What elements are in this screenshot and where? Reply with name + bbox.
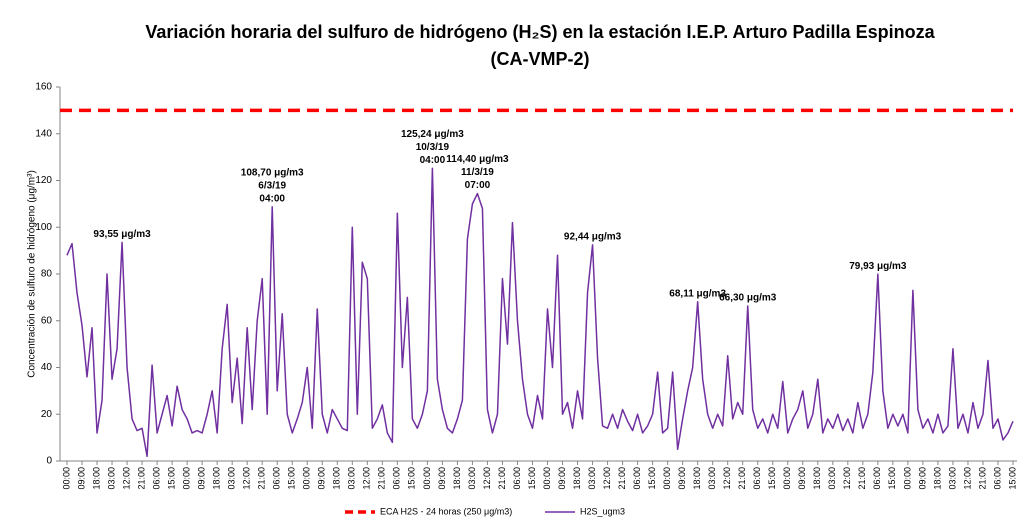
value-label: 114,40 μg/m3 [446,154,509,165]
x-tick-label: 09:00 [76,467,86,490]
x-tick-label: 09:00 [197,467,207,490]
x-tick-label: 06:00 [632,467,642,490]
x-tick-label: 06:00 [752,467,762,490]
y-tick-label: 80 [41,269,53,280]
x-tick-label: 15:00 [1007,467,1017,490]
x-tick-label: 15:00 [767,467,777,490]
value-label: 79,93 μg/m3 [849,261,907,272]
x-tick-label: 18:00 [452,467,462,490]
y-tick-label: 140 [35,128,52,139]
y-tick-label: 0 [46,456,52,467]
x-tick-label: 03:00 [347,467,357,490]
x-tick-label: 18:00 [572,467,582,490]
x-tick-label: 15:00 [527,467,537,490]
x-tick-label: 09:00 [677,467,687,490]
chart-title: Variación horaria del sulfuro de hidróge… [145,22,935,42]
x-tick-label: 03:00 [106,467,116,490]
value-label: 07:00 [465,180,491,191]
x-tick-label: 00:00 [182,467,192,490]
x-tick-label: 21:00 [857,467,867,490]
x-tick-label: 12:00 [482,467,492,490]
y-tick-label: 60 [41,315,53,326]
x-tick-label: 15:00 [647,467,657,490]
x-tick-label: 12:00 [602,467,612,490]
x-tick-label: 18:00 [812,467,822,490]
x-tick-label: 21:00 [737,467,747,490]
legend-label: ECA H2S - 24 horas (250 μg/m3) [380,506,512,516]
value-label: 04:00 [259,194,285,205]
x-tick-label: 21:00 [136,467,146,490]
x-tick-label: 18:00 [332,467,342,490]
x-tick-label: 09:00 [797,467,807,490]
value-label: 6/3/19 [258,181,286,192]
x-tick-label: 18:00 [932,467,942,490]
y-tick-label: 120 [35,175,52,186]
x-tick-label: 21:00 [617,467,627,490]
value-label: 92,44 μg/m3 [564,232,622,243]
x-tick-label: 15:00 [887,467,897,490]
legend-label: H2S_ugm3 [580,506,625,516]
x-tick-label: 09:00 [917,467,927,490]
x-tick-label: 15:00 [166,467,176,490]
y-tick-label: 160 [35,82,52,93]
x-tick-label: 03:00 [227,467,237,490]
chart-title: (CA-VMP-2) [491,49,590,69]
value-label: 66,30 μg/m3 [719,293,777,304]
x-tick-label: 12:00 [842,467,852,490]
x-tick-label: 12:00 [242,467,252,490]
x-tick-label: 00:00 [422,467,432,490]
value-label: 108,70 μg/m3 [241,168,304,179]
x-tick-label: 06:00 [872,467,882,490]
value-label: 11/3/19 [461,167,494,178]
x-tick-label: 00:00 [61,467,71,490]
x-tick-label: 03:00 [707,467,717,490]
y-tick-label: 100 [35,222,52,233]
x-tick-label: 12:00 [362,467,372,490]
x-tick-label: 00:00 [902,467,912,490]
x-tick-label: 06:00 [151,467,161,490]
value-label: 04:00 [420,155,446,166]
x-tick-label: 21:00 [977,467,987,490]
x-tick-label: 06:00 [512,467,522,490]
x-tick-label: 21:00 [497,467,507,490]
y-axis-label: Concentración de sulfuro de hidrógeno (μ… [27,170,38,378]
value-label: 10/3/19 [416,142,450,153]
x-tick-label: 18:00 [91,467,101,490]
x-tick-label: 18:00 [692,467,702,490]
x-tick-label: 09:00 [557,467,567,490]
x-tick-label: 21:00 [257,467,267,490]
x-tick-label: 03:00 [827,467,837,490]
x-tick-label: 00:00 [542,467,552,490]
x-tick-label: 03:00 [467,467,477,490]
x-tick-label: 03:00 [947,467,957,490]
x-tick-label: 03:00 [587,467,597,490]
x-tick-label: 15:00 [407,467,417,490]
x-tick-label: 21:00 [377,467,387,490]
x-tick-label: 18:00 [212,467,222,490]
x-tick-label: 06:00 [272,467,282,490]
value-label: 68,11 μg/m3 [669,288,726,299]
x-tick-label: 12:00 [121,467,131,490]
x-tick-label: 00:00 [302,467,312,490]
x-tick-label: 09:00 [317,467,327,490]
x-tick-label: 06:00 [392,467,402,490]
value-label: 125,24 μg/m3 [401,129,464,140]
y-tick-label: 20 [41,409,53,420]
data-line [66,167,1014,458]
x-tick-label: 06:00 [992,467,1002,490]
x-tick-label: 09:00 [437,467,447,490]
x-tick-label: 00:00 [662,467,672,490]
x-tick-label: 12:00 [722,467,732,490]
x-tick-label: 00:00 [782,467,792,490]
value-label: 93,55 μg/m3 [93,229,151,240]
y-tick-label: 40 [41,362,53,373]
x-tick-label: 12:00 [962,467,972,490]
x-tick-label: 15:00 [287,467,297,490]
